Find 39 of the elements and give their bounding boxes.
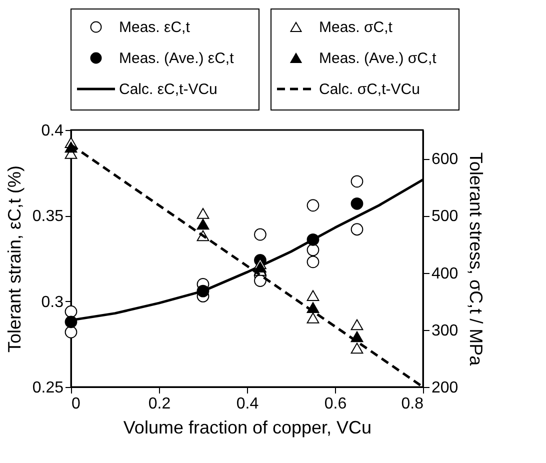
- y-tick-label: 0.4: [41, 122, 64, 140]
- point: [306, 290, 320, 302]
- x-tick-label: 0.2: [148, 396, 171, 412]
- point: [350, 319, 364, 330]
- legend-label: Meas. (Ave.) σC,t: [319, 50, 438, 67]
- point: [306, 244, 320, 256]
- y2-tick-label: 300: [432, 322, 458, 340]
- point: [64, 305, 78, 318]
- point: [254, 262, 266, 273]
- point: [254, 228, 266, 241]
- point: [306, 199, 320, 212]
- y-tick-label: 0.3: [41, 294, 64, 311]
- y2-tick-label: 400: [432, 265, 458, 282]
- legend-label: Meas. εC,t: [119, 19, 191, 36]
- point: [350, 223, 364, 236]
- point: [64, 326, 78, 338]
- legend-label: Meas. (Ave.) εC,t: [119, 50, 235, 67]
- legend-label: Calc. εC,t-VCu: [119, 81, 218, 98]
- x-tick-label: 0.6: [324, 396, 347, 412]
- point: [306, 256, 320, 268]
- y2-tick-label: 500: [432, 208, 458, 226]
- x-tick-label: 0.8: [401, 396, 424, 412]
- point: [306, 312, 320, 324]
- x-axis-title: Volume fraction of copper, VCu: [123, 418, 372, 438]
- legend-label: Calc. σC,t-VCu: [319, 81, 420, 98]
- y-tick-label: 0.35: [32, 208, 64, 226]
- x-tick-label: 0: [72, 396, 80, 412]
- legend-label: Meas. σC,t: [319, 19, 394, 36]
- y-axis-title: Tolerant strain, εC,t (%): [4, 165, 24, 353]
- point: [196, 218, 210, 230]
- point: [196, 208, 210, 219]
- point: [350, 175, 364, 188]
- x-tick-label: 0.4: [236, 396, 259, 412]
- point: [350, 342, 364, 354]
- point: [350, 197, 364, 210]
- y2-axis-title: Tolerant stress, σC,t / MPa: [466, 152, 486, 367]
- y-tick-label: 0.25: [32, 380, 64, 396]
- y2-tick-label: 600: [432, 151, 458, 168]
- y2-tick-label: 200: [432, 380, 458, 396]
